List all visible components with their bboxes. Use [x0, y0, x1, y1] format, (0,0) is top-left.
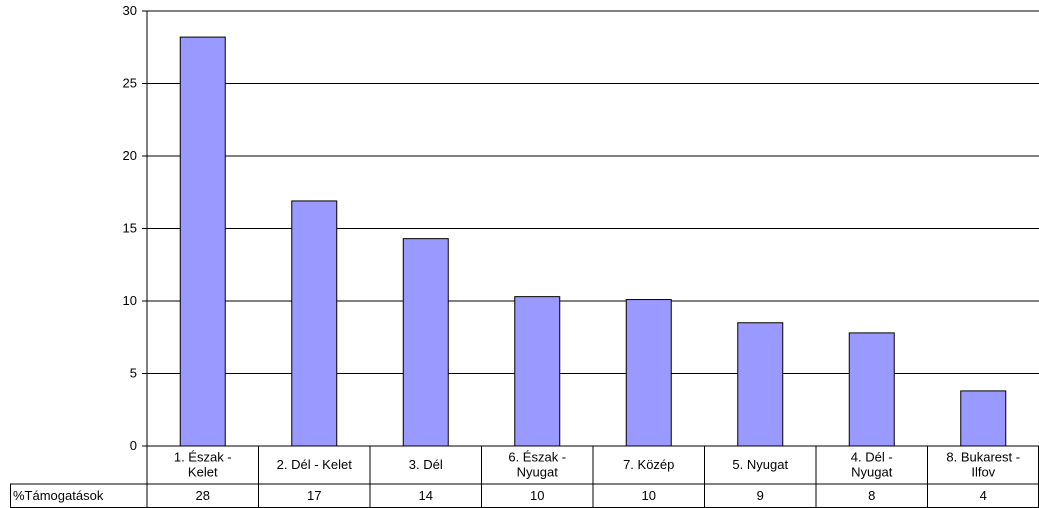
table-value: 14: [419, 488, 433, 503]
y-tick-label: 30: [123, 3, 137, 18]
y-tick-label: 25: [123, 76, 137, 91]
series-name-label: %Támogatások: [13, 488, 104, 503]
bar: [625, 299, 672, 447]
bar: [848, 332, 895, 447]
category-label: Ilfov: [971, 465, 995, 480]
category-label: 4. Dél -: [851, 450, 893, 465]
y-tick-label: 0: [130, 438, 137, 453]
y-tick-label: 15: [123, 221, 137, 236]
table-value: 9: [757, 488, 764, 503]
category-label: 2. Dél - Kelet: [277, 457, 353, 472]
bar: [402, 238, 449, 447]
category-label: 6. Észak -: [508, 450, 566, 465]
y-tick-labels: 0 5 10 15 20 25 30: [123, 3, 137, 453]
category-label: Nyugat: [517, 465, 559, 480]
table-value: 10: [530, 488, 544, 503]
data-table: 1. Észak -Kelet 2. Dél - Kelet 3. Dél 6. És…: [10, 445, 1039, 508]
table-value: 17: [307, 488, 321, 503]
category-label: 8. Bukarest -: [946, 450, 1020, 465]
y-tick-label: 5: [130, 366, 137, 381]
gridlines: [147, 10, 1039, 374]
table-value: 28: [196, 488, 210, 503]
table-value: 10: [642, 488, 656, 503]
bar: [291, 200, 338, 447]
category-label: 1. Észak -: [174, 450, 232, 465]
bar: [179, 36, 226, 447]
bar: [514, 296, 561, 447]
category-label: 3. Dél: [409, 457, 443, 472]
bar: [737, 322, 784, 447]
table-value: 4: [980, 488, 987, 503]
category-label: Kelet: [188, 465, 218, 480]
table-value: 8: [868, 488, 875, 503]
category-label: 5. Nyugat: [732, 457, 788, 472]
y-tick-label: 10: [123, 293, 137, 308]
y-tick-label: 20: [123, 148, 137, 163]
category-label: 7. Közép: [623, 457, 674, 472]
bar: [960, 390, 1007, 447]
axes: [142, 10, 148, 508]
bars: [179, 36, 1007, 447]
category-label: Nyugat: [851, 465, 893, 480]
